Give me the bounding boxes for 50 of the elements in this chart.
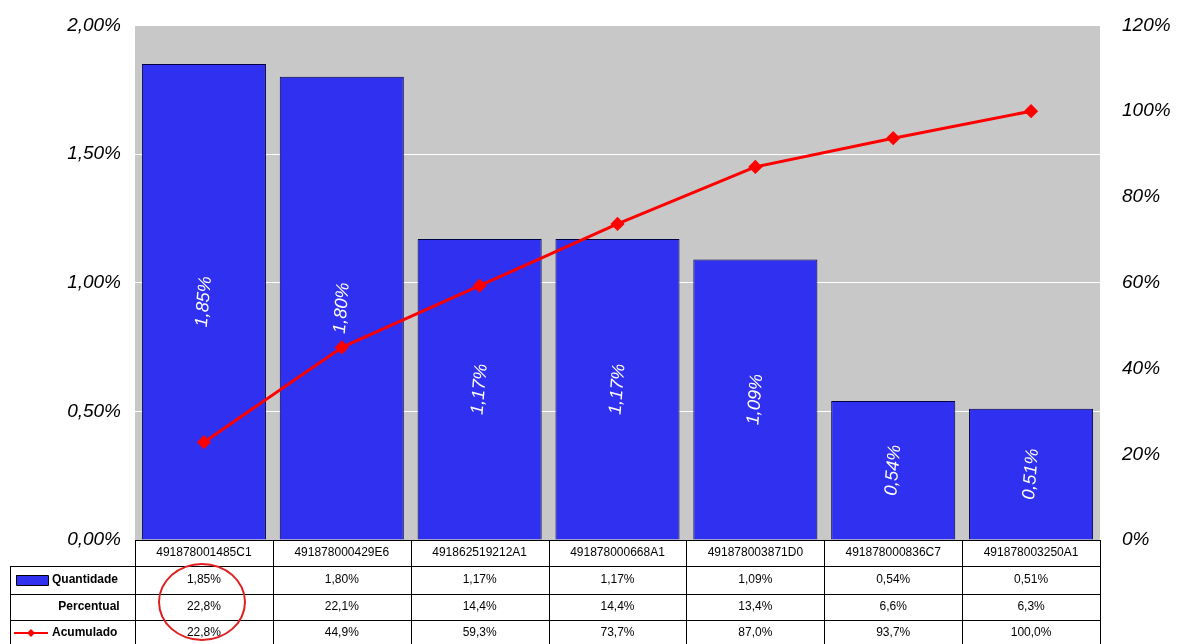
text: 14,4% [462, 599, 497, 614]
data-label: 59,3% [462, 625, 497, 640]
text: 1,09% [742, 373, 767, 426]
data-label: 100,0% [1010, 625, 1052, 640]
y-tick-label: 2,00% [66, 13, 122, 35]
x-tick-label: 491862519212A1 [432, 545, 528, 560]
text: 14,4% [600, 599, 635, 614]
y-tick-label: 0,00% [67, 528, 122, 550]
data-label: 1,80% [324, 572, 360, 587]
y-tick-label: 0,50% [67, 399, 122, 421]
x-tick-label: 491878003871D0 [707, 545, 804, 560]
y2-tick-label: 60% [1122, 270, 1161, 292]
y2-tick-label: 40% [1122, 356, 1161, 378]
data-label: 0,54% [876, 572, 911, 587]
data-label: 1,17% [462, 572, 497, 587]
data-label: 87,0% [738, 625, 773, 640]
data-label: 22,8% [186, 625, 222, 640]
text: 1,17% [604, 362, 629, 416]
x-tick-label: 491878000836C7 [845, 545, 942, 560]
data-label: 0,51% [1014, 572, 1049, 587]
y2-tick-label: 0% [1122, 528, 1150, 550]
data-label: 44,9% [324, 625, 360, 640]
legend-label: Acumulado [52, 625, 118, 640]
legend-label: Quantidade [52, 572, 119, 587]
text: Percentual [58, 599, 120, 614]
data-label: 1,09% [738, 572, 773, 587]
y2-tick-label: 20% [1121, 442, 1161, 464]
text: 1,17% [466, 362, 491, 416]
text: 6,3% [1017, 599, 1046, 614]
y2-tick-label: 80% [1122, 185, 1161, 207]
y2-tick-label: 120% [1122, 13, 1171, 35]
text: 1,80% [328, 281, 353, 335]
text: 0,54% [880, 443, 905, 497]
text: 22,1% [324, 599, 360, 614]
text: 22,8% [186, 599, 222, 614]
x-tick-label: 491878001485C1 [156, 545, 252, 560]
data-label: 1,85% [186, 572, 222, 587]
data-label: 93,7% [876, 625, 911, 640]
text: 0,51% [1018, 447, 1043, 501]
y-tick-label: 1,00% [67, 270, 122, 292]
text: 1,85% [190, 275, 215, 328]
text: 13,4% [738, 599, 773, 614]
x-tick-label: 491878000429E6 [294, 545, 390, 560]
data-label: 73,7% [600, 625, 635, 640]
x-tick-label: 491878003250A1 [983, 545, 1079, 560]
x-tick-label: 491878000668A1 [570, 545, 666, 560]
y-tick-label: 1,50% [67, 142, 122, 164]
text: 6,6% [879, 599, 908, 614]
y2-tick-label: 100% [1122, 99, 1171, 121]
data-label: 1,17% [600, 572, 635, 587]
